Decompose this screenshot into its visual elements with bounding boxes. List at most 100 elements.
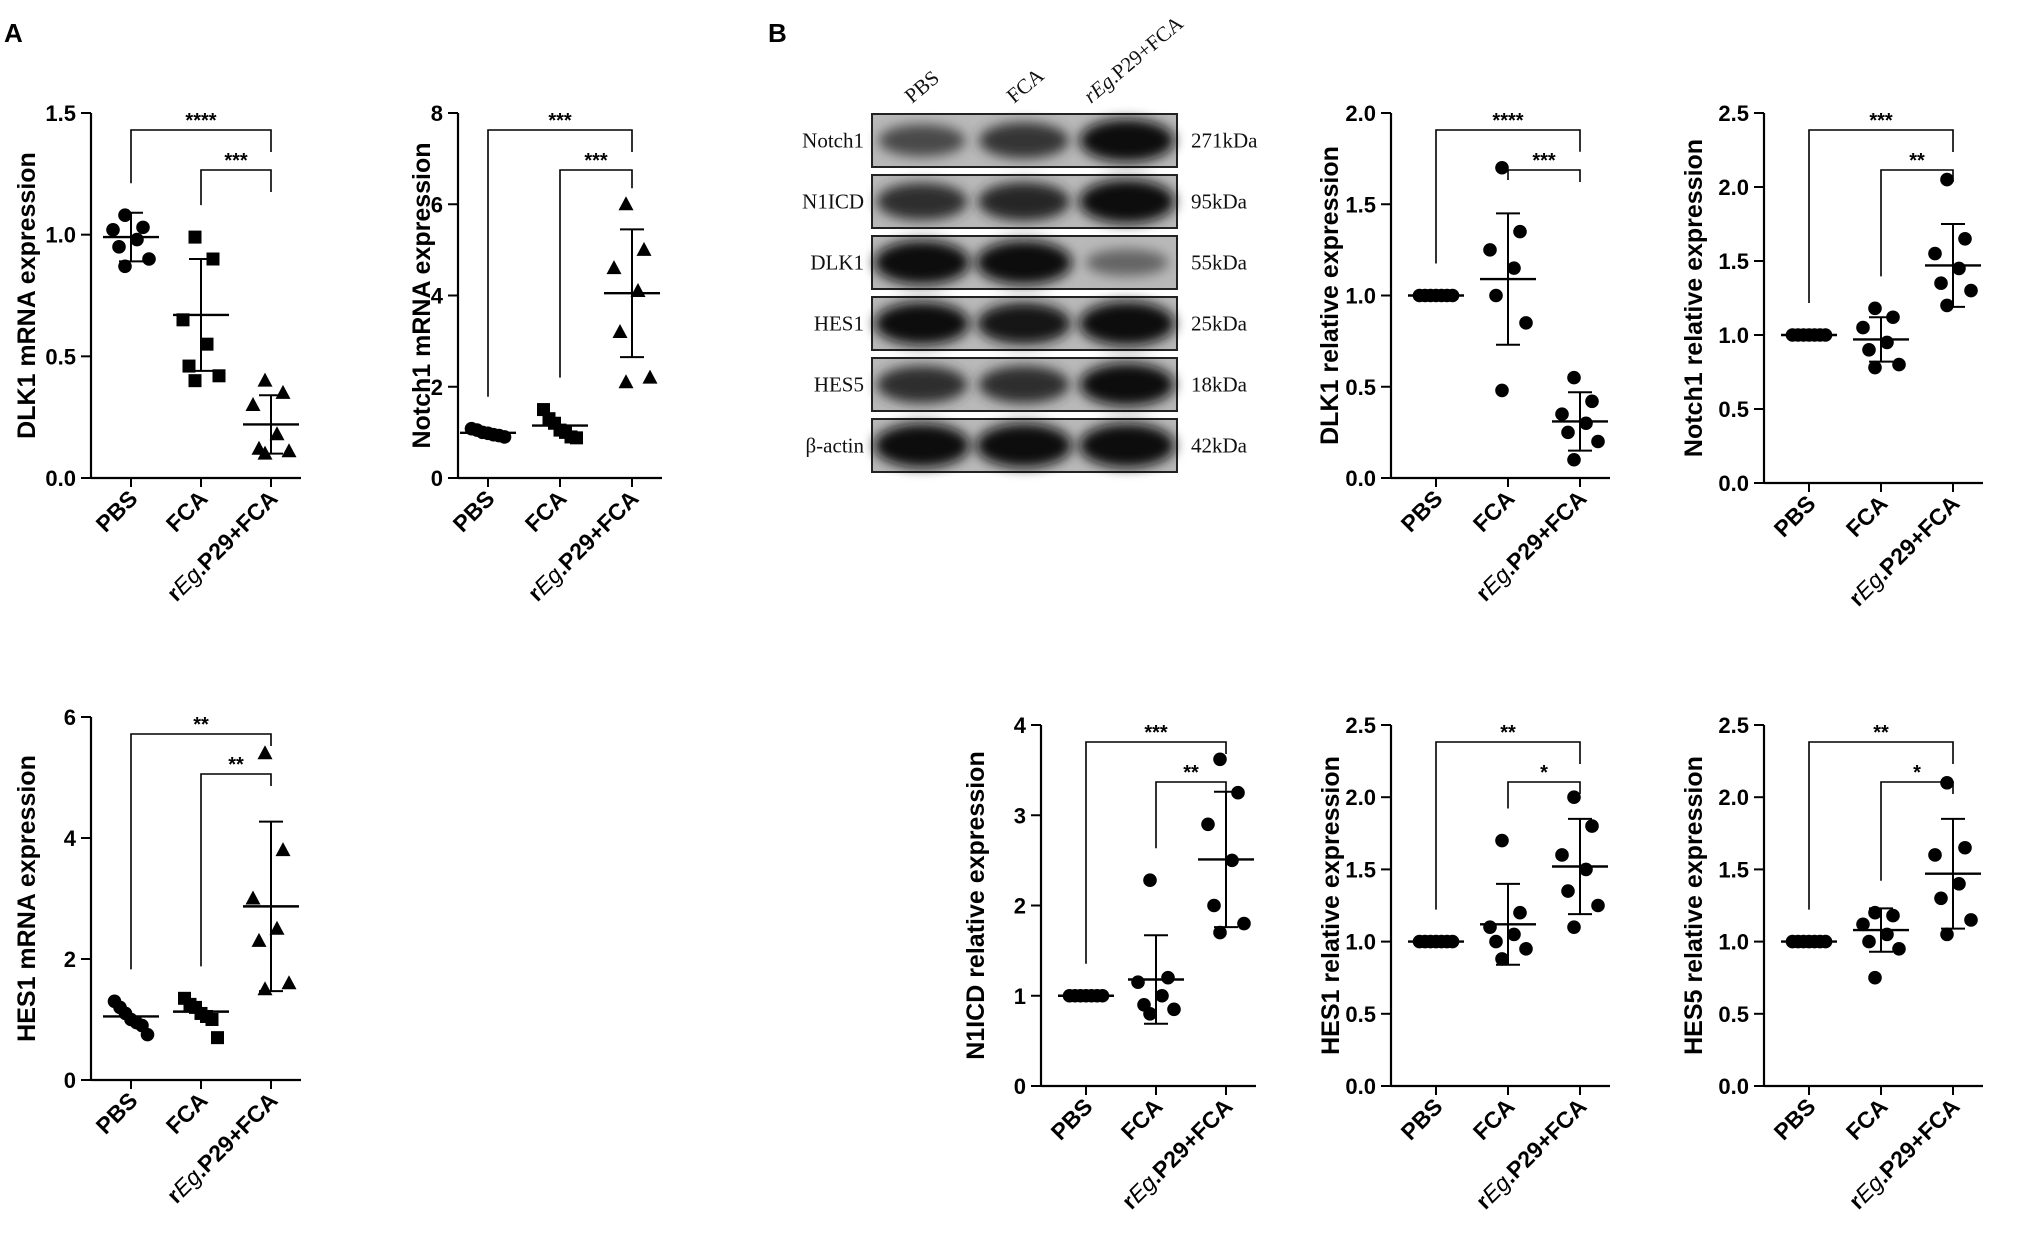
y-tick-label: 1.5 xyxy=(45,101,76,126)
y-axis-label: Notch1 mRNA expression xyxy=(408,142,436,448)
blot-protein-label: HES1 xyxy=(814,312,864,336)
blot-band xyxy=(1079,423,1175,468)
data-point xyxy=(1161,970,1175,985)
blot-size-label: 95kDa xyxy=(1191,190,1248,214)
bracket-line xyxy=(1808,129,1954,303)
data-point xyxy=(188,374,202,388)
y-tick-label: 0.0 xyxy=(1345,466,1376,491)
data-point xyxy=(1561,425,1575,440)
y-tick-label: 1.0 xyxy=(45,223,76,248)
y-tick-label: 3 xyxy=(1014,803,1026,828)
y-tick-label: 0.5 xyxy=(1718,1002,1749,1027)
bracket-line xyxy=(1507,169,1581,182)
bracket-line xyxy=(1808,741,1954,910)
data-point xyxy=(1928,246,1942,261)
y-tick-label: 1.5 xyxy=(1345,192,1376,217)
y-tick-label: 4 xyxy=(431,284,444,309)
y-tick-label: 6 xyxy=(64,705,76,730)
data-point xyxy=(1155,988,1169,1003)
significance-label: ** xyxy=(1873,722,1889,744)
data-point xyxy=(642,369,658,384)
data-point xyxy=(118,259,132,274)
significance-bracket: **** xyxy=(130,110,272,184)
significance-bracket: *** xyxy=(200,150,272,206)
data-point xyxy=(1964,913,1978,927)
significance-label: * xyxy=(1540,762,1548,784)
data-point xyxy=(281,443,297,458)
y-tick-label: 0 xyxy=(431,466,443,491)
blot-band xyxy=(878,124,966,157)
data-point xyxy=(245,890,261,905)
blot-band xyxy=(1079,179,1175,224)
data-point xyxy=(1940,298,1954,313)
category-label-fca: FCA xyxy=(1468,485,1520,537)
bracket-line xyxy=(1085,741,1227,964)
blot-row-n1icd: N1ICD 95kDa xyxy=(802,174,1248,229)
significance-label: ** xyxy=(1183,762,1199,784)
y-tick-label: 8 xyxy=(431,101,443,126)
blot-lane-label-pbs: PBS xyxy=(900,65,944,107)
category-label-pbs: PBS xyxy=(1046,1093,1098,1145)
y-tick-label: 2.5 xyxy=(1718,101,1749,126)
data-point xyxy=(245,397,261,411)
data-point xyxy=(112,240,126,254)
blot-row-hes5: HES5 18kDa xyxy=(814,357,1248,412)
blot-lane-label-text: PBS xyxy=(900,65,944,107)
blot-band xyxy=(976,423,1072,468)
bracket-line xyxy=(487,129,633,397)
data-point xyxy=(1567,920,1581,934)
category-label-fca: FCA xyxy=(1116,1093,1168,1145)
significance-label: * xyxy=(1913,762,1921,784)
data-point xyxy=(1585,394,1599,409)
data-point xyxy=(269,920,285,935)
y-tick-label: 1.5 xyxy=(1718,857,1749,882)
blot-band xyxy=(1079,301,1175,346)
data-point xyxy=(1237,916,1251,931)
significance-bracket: ** xyxy=(1880,150,1954,277)
y-tick-label: 0 xyxy=(64,1068,76,1093)
data-point xyxy=(142,252,156,266)
data-point xyxy=(1928,848,1942,862)
blot-band xyxy=(978,182,1070,221)
significance-label: *** xyxy=(548,110,572,132)
bracket-line xyxy=(1880,169,1954,277)
y-tick-label: 4 xyxy=(1014,713,1027,738)
blot-protein-label: N1ICD xyxy=(802,190,864,214)
bracket-line xyxy=(1507,781,1581,809)
data-point xyxy=(251,932,267,947)
significance-label: *** xyxy=(224,150,248,172)
data-point xyxy=(1958,840,1972,855)
data-point xyxy=(1207,898,1221,913)
blot-band xyxy=(977,302,1071,345)
blot-lane-label-reg-p29-fca: rEg.P29+FCA xyxy=(1079,10,1189,107)
y-tick-label: 0 xyxy=(1014,1074,1026,1099)
y-tick-label: 1.0 xyxy=(1345,930,1376,955)
significance-bracket: **** xyxy=(1435,110,1581,264)
data-point xyxy=(1940,927,1954,942)
data-point xyxy=(1567,452,1581,467)
data-point xyxy=(1579,862,1593,877)
category-label-pbs: PBS xyxy=(448,485,500,537)
significance-bracket: *** xyxy=(1808,110,1954,303)
data-point xyxy=(1567,370,1581,385)
data-point xyxy=(1567,790,1581,804)
data-point xyxy=(182,359,196,373)
data-point xyxy=(211,1031,224,1045)
data-point xyxy=(1868,301,1882,316)
y-axis-label: DLK1 mRNA expression xyxy=(13,152,41,439)
significance-bracket: *** xyxy=(487,110,633,397)
data-point xyxy=(1892,357,1906,372)
data-point xyxy=(257,745,273,760)
significance-label: *** xyxy=(1869,110,1893,132)
significance-label: *** xyxy=(584,150,608,172)
data-point xyxy=(606,260,622,275)
data-point xyxy=(1862,934,1876,949)
category-label-pbs: PBS xyxy=(1396,485,1448,537)
category-label-fca: FCA xyxy=(1841,1093,1893,1145)
data-point xyxy=(212,369,226,383)
significance-bracket: ** xyxy=(1155,762,1227,849)
